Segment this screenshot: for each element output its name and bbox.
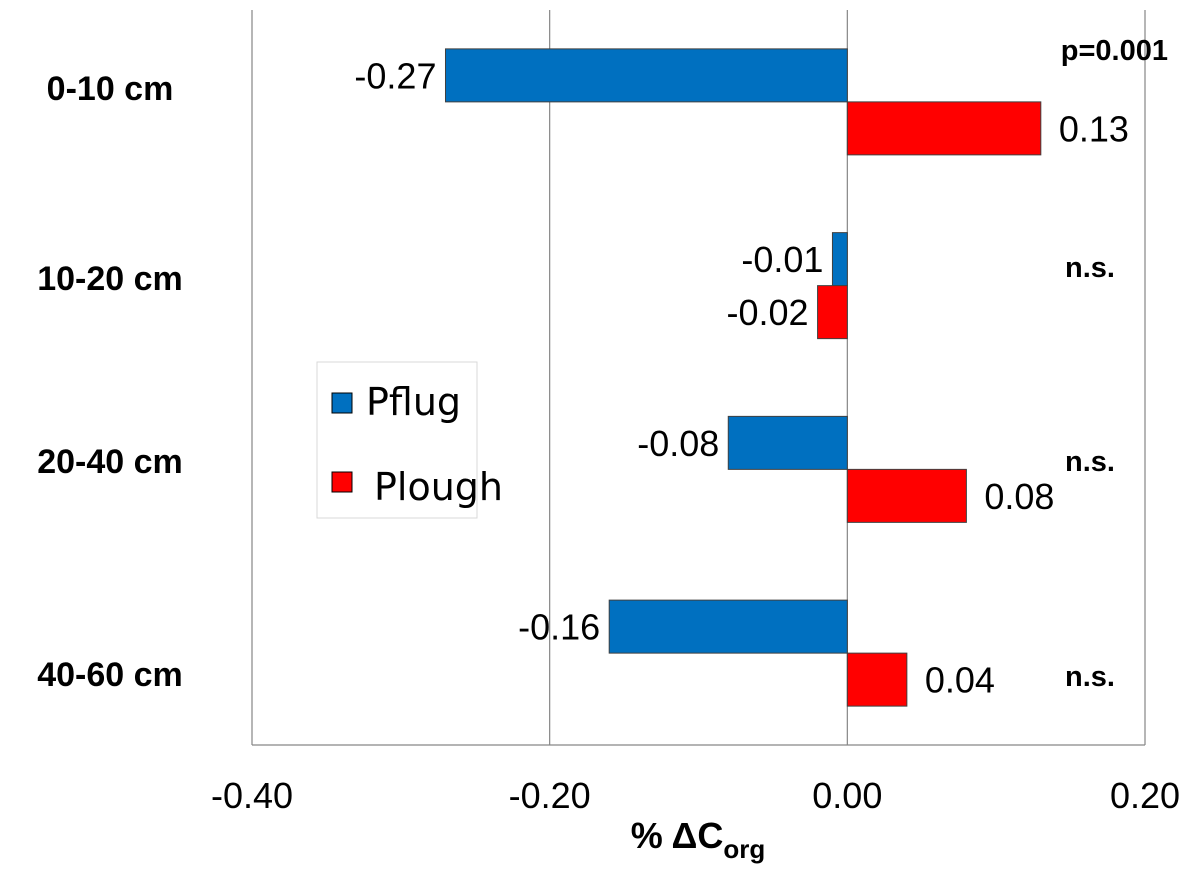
legend: Pflug Plough (316, 361, 503, 519)
data-label-plough-1: -0.02 (727, 292, 809, 333)
significance-label: p=0.001 (1061, 35, 1168, 67)
legend-swatch-pflug (331, 392, 353, 414)
x-tick-label: 0.00 (812, 775, 882, 816)
category-label: 20-40 cm (37, 443, 183, 481)
bar-plough-1 (817, 285, 848, 340)
x-tick-label: -0.20 (509, 775, 591, 816)
category-label: 40-60 cm (37, 656, 183, 694)
category-label: 0-10 cm (47, 70, 174, 108)
significance-label: n.s. (1065, 252, 1115, 284)
data-label-plough-3: 0.04 (925, 660, 995, 701)
bar-pflug-3 (608, 599, 848, 654)
data-label-pflug-2: -0.08 (637, 423, 719, 464)
x-tick-labels: -0.40 -0.20 0.00 0.20 (211, 775, 1180, 816)
x-axis-title: % ΔCorg (631, 815, 765, 864)
significance-label: n.s. (1065, 661, 1115, 693)
legend-label-plough: Plough (374, 465, 503, 509)
data-label-plough-2: 0.08 (984, 476, 1054, 517)
legend-swatch-plough (331, 471, 353, 493)
category-label: 10-20 cm (37, 260, 183, 298)
category-labels: 0-10 cm 10-20 cm 20-40 cm 40-60 cm (37, 70, 183, 694)
bar-pflug-2 (727, 415, 848, 470)
data-label-pflug-0: -0.27 (354, 55, 436, 96)
x-tick-label: 0.20 (1110, 775, 1180, 816)
bar-plough-2 (846, 468, 967, 523)
x-tick-label: -0.40 (211, 775, 293, 816)
bar-plough-3 (846, 652, 908, 707)
significance-labels: p=0.001 n.s. n.s. n.s. (1061, 35, 1168, 693)
bar-pflug-0 (444, 48, 848, 103)
data-label-pflug-1: -0.01 (741, 239, 823, 280)
bar-pflug-1 (831, 232, 848, 287)
data-label-plough-0: 0.13 (1059, 108, 1129, 149)
bars: -0.27 0.13 -0.01 -0.02 -0.08 0.08 -0.16 0.04 (354, 48, 1129, 707)
data-label-pflug-3: -0.16 (518, 607, 600, 648)
legend-label-pflug: Pflug (366, 380, 461, 424)
significance-label: n.s. (1065, 446, 1115, 478)
bar-plough-0 (846, 101, 1042, 156)
